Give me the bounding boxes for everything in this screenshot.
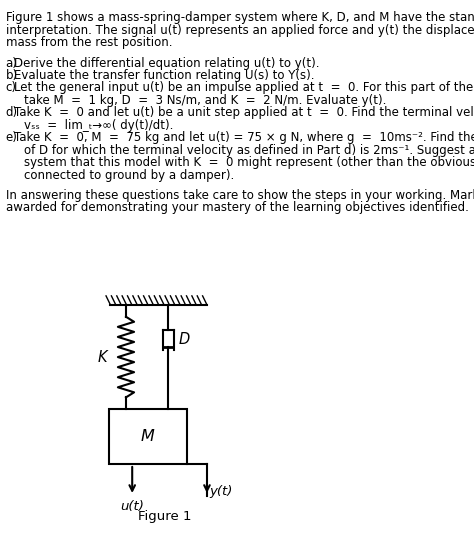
Text: Derive the differential equation relating u(t) to y(t).: Derive the differential equation relatin… [14,57,319,69]
Text: d): d) [6,106,18,120]
Text: b): b) [6,69,18,82]
Text: Figure 1 shows a mass-spring-damper system where K, D, and M have the standard: Figure 1 shows a mass-spring-damper syst… [6,11,474,25]
Text: K: K [98,349,107,365]
Text: Let the general input u(t) be an impulse applied at t  =  0. For this part of th: Let the general input u(t) be an impulse… [14,81,474,94]
Text: Evaluate the transfer function relating U(s) to Y(s).: Evaluate the transfer function relating … [14,69,314,82]
Bar [109,410,187,464]
Text: D: D [178,332,190,347]
Text: interpretation. The signal u(t) represents an applied force and y(t) the displac: interpretation. The signal u(t) represen… [6,24,474,37]
Text: vₛₛ  =  lim_ₜ→∞( dy(t)/dt).: vₛₛ = lim_ₜ→∞( dy(t)/dt). [24,119,173,132]
Text: u(t): u(t) [120,500,144,513]
Text: connected to ground by a damper).: connected to ground by a damper). [24,169,234,181]
Text: of D for which the terminal velocity as defined in Part d) is 2ms⁻¹. Suggest a p: of D for which the terminal velocity as … [24,144,474,157]
Text: c): c) [6,81,17,94]
Text: mass from the rest position.: mass from the rest position. [6,36,172,49]
Text: In answering these questions take care to show the steps in your working. Marks : In answering these questions take care t… [6,189,474,202]
Text: e): e) [6,131,18,144]
Text: awarded for demonstrating your mastery of the learning objectives identified.: awarded for demonstrating your mastery o… [6,201,469,215]
Text: Take K  =  0, M  =  75 kg and let u(t) = 75 × g N, where g  =  10ms⁻². Find the : Take K = 0, M = 75 kg and let u(t) = 75 … [14,131,474,144]
Text: a): a) [6,57,18,69]
Text: take M  =  1 kg, D  =  3 Ns/m, and K  =  2 N/m. Evaluate y(t).: take M = 1 kg, D = 3 Ns/m, and K = 2 N/m… [24,94,386,107]
Text: M: M [141,429,155,444]
Text: system that this model with K  =  0 might represent (other than the obvious: a m: system that this model with K = 0 might … [24,156,474,169]
Text: y(t): y(t) [210,485,233,498]
Text: Take K  =  0 and let u(t) be a unit step applied at t  =  0. Find the terminal v: Take K = 0 and let u(t) be a unit step a… [14,106,474,120]
Text: Figure 1: Figure 1 [138,510,191,523]
